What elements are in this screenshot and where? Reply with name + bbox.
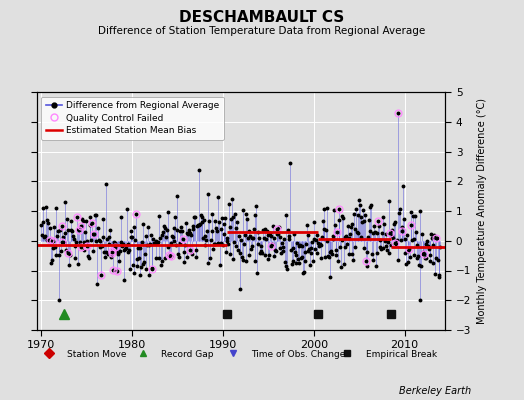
- Text: Empirical Break: Empirical Break: [366, 350, 437, 359]
- Text: Station Move: Station Move: [67, 350, 127, 359]
- Text: Record Gap: Record Gap: [161, 350, 214, 359]
- Text: Difference of Station Temperature Data from Regional Average: Difference of Station Temperature Data f…: [99, 26, 425, 36]
- Text: DESCHAMBAULT CS: DESCHAMBAULT CS: [179, 10, 345, 25]
- Y-axis label: Monthly Temperature Anomaly Difference (°C): Monthly Temperature Anomaly Difference (…: [477, 98, 487, 324]
- Text: Berkeley Earth: Berkeley Earth: [399, 386, 472, 396]
- Legend: Difference from Regional Average, Quality Control Failed, Estimated Station Mean: Difference from Regional Average, Qualit…: [41, 96, 224, 140]
- Text: Time of Obs. Change: Time of Obs. Change: [252, 350, 346, 359]
